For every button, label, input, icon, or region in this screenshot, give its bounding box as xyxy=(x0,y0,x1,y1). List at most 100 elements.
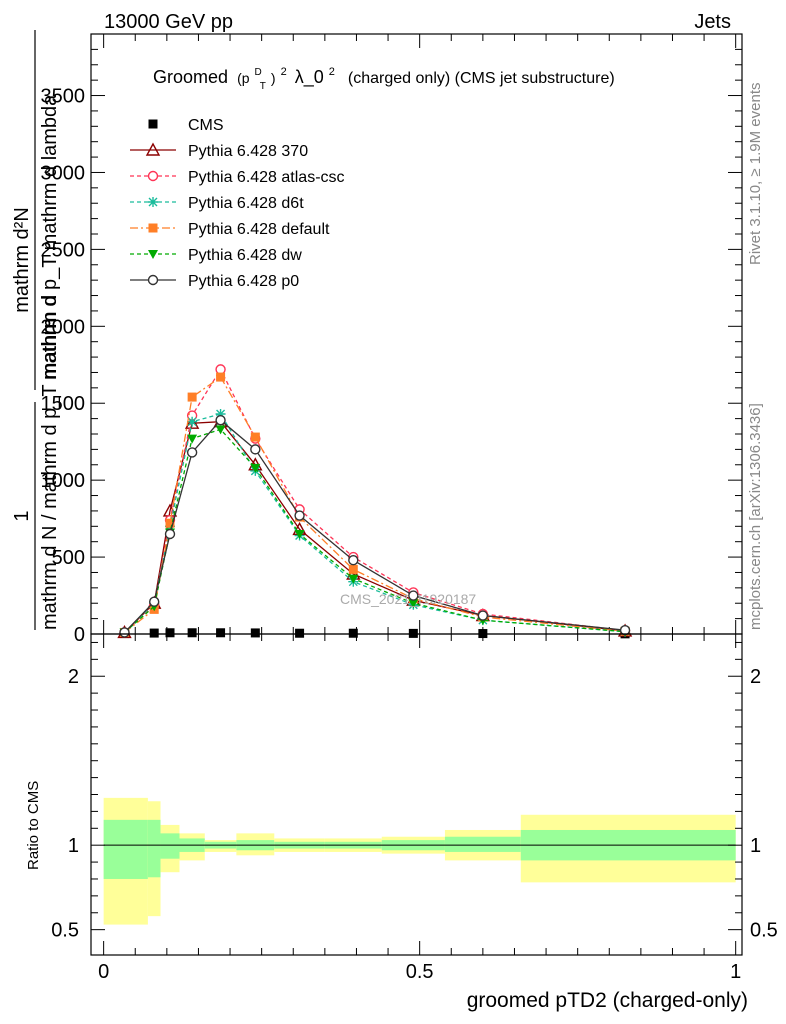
data-point xyxy=(165,628,175,638)
legend-marker xyxy=(148,119,158,129)
data-point xyxy=(250,444,261,455)
data-point xyxy=(216,372,226,382)
title-pt-sub: T xyxy=(260,81,266,92)
main-y-tick-label: 0 xyxy=(74,624,85,646)
data-point xyxy=(149,628,159,638)
legend-marker xyxy=(147,170,159,182)
legend-label: Pythia 6.428 370 xyxy=(188,143,308,160)
data-point xyxy=(348,574,359,584)
data-point xyxy=(250,432,260,442)
title-lambda-sup: 2 xyxy=(329,66,335,78)
data-point xyxy=(215,364,226,375)
main-y-tick-label: 1000 xyxy=(41,470,86,492)
legend-marker xyxy=(145,142,161,156)
legend-entry: Pythia 6.428 dw xyxy=(130,247,302,264)
main-y-axis-label: 1 mathrm d N / mathrm d p_T mathrm d mat… xyxy=(11,30,61,630)
main-series xyxy=(117,364,633,639)
legend-entry: Pythia 6.428 default xyxy=(130,221,330,238)
data-point xyxy=(294,530,305,539)
data-point xyxy=(295,628,305,638)
data-point xyxy=(119,627,130,638)
data-point xyxy=(408,628,418,638)
ratio-bands xyxy=(103,797,736,925)
ratio-y-tick-label-right: 1 xyxy=(750,835,761,857)
legend-label: Pythia 6.428 p0 xyxy=(188,273,299,290)
data-point xyxy=(184,415,200,429)
legend-marker xyxy=(147,274,159,286)
title-pt-sup: D xyxy=(255,67,262,78)
legend-entry: Pythia 6.428 p0 xyxy=(130,273,299,290)
data-point xyxy=(215,425,226,435)
data-point xyxy=(408,599,419,609)
data-point xyxy=(149,596,160,607)
legend-marker xyxy=(148,250,158,259)
energy-label: 13000 GeV pp xyxy=(104,11,233,33)
data-point xyxy=(187,628,197,638)
ylabel-frac-den: mathrm d N / mathrm d p_T mathrm d xyxy=(39,295,61,630)
main-y-tick-label: 500 xyxy=(52,547,85,569)
data-point xyxy=(408,590,419,601)
title-sq: 2 xyxy=(281,66,287,78)
category-label: Jets xyxy=(694,11,731,33)
legend-entry: Pythia 6.428 370 xyxy=(130,142,308,160)
ratio-y-axis-label: Ratio to CMS xyxy=(25,781,42,870)
legend-label: CMS xyxy=(188,117,224,134)
data-point xyxy=(250,628,260,638)
plot-title: Groomed (p D T ) 2 λ_0 2 (charged only) … xyxy=(153,59,615,93)
stat-band xyxy=(160,833,180,859)
legend-label: Pythia 6.428 d6t xyxy=(188,195,304,212)
ratio-y-tick-label: 0.5 xyxy=(51,920,79,942)
rivet-label: Rivet 3.1.10, ≥ 1.9M events xyxy=(747,83,764,266)
ylabel-expr-num: mathrm d²N xyxy=(11,207,33,313)
stat-band xyxy=(444,836,521,852)
ratio-y-tick-label: 1 xyxy=(68,835,79,857)
stat-band xyxy=(103,819,148,879)
ratio-x-tick-label: 1 xyxy=(730,961,741,983)
main-y-tick-label: 3500 xyxy=(41,86,86,108)
legend-marker xyxy=(148,223,158,233)
main-panel: 0 500 1000 1500 2000 2500 3000 3500 xyxy=(41,33,743,646)
data-point xyxy=(215,414,226,426)
data-point xyxy=(187,434,198,444)
data-point xyxy=(250,463,261,473)
title-prefix: Groomed xyxy=(153,67,228,87)
data-point xyxy=(348,564,358,574)
ylabel-expr-den: mathrm d p_T mathrm d lambda xyxy=(39,94,61,380)
data-point xyxy=(186,447,198,458)
mcplots-label: mcplots.cern.ch [arXiv:1306.3436] xyxy=(747,403,764,630)
legend-label: Pythia 6.428 atlas-csc xyxy=(188,169,345,186)
ratio-x-tick-label: 0 xyxy=(98,961,109,983)
data-point xyxy=(477,610,489,621)
legend-label: Pythia 6.428 dw xyxy=(188,247,302,264)
data-point xyxy=(164,528,176,540)
ratio-y-tick-label-right: 2 xyxy=(750,666,761,688)
main-y-tick-label: 2500 xyxy=(41,239,86,261)
ratio-x-tick-label: 0.5 xyxy=(406,961,434,983)
data-point xyxy=(215,409,226,419)
title-suffix: (charged only) (CMS jet substructure) xyxy=(348,70,615,87)
legend-label: Pythia 6.428 default xyxy=(188,221,330,238)
main-y-tick-label: 2000 xyxy=(41,316,86,338)
legend: CMS Pythia 6.428 370 Pythia 6.428 atlas-cs… xyxy=(130,117,345,290)
data-point xyxy=(187,416,198,427)
data-point xyxy=(619,624,631,636)
watermark: CMS_2021_I1920187 xyxy=(340,591,476,607)
data-point xyxy=(216,628,226,638)
main-y-tick-label: 1500 xyxy=(41,393,86,415)
title-pt: (p xyxy=(237,70,250,86)
ratio-panel: 0.5 0.5 1 1 2 2 0 0.5 1 xyxy=(51,633,778,983)
ratio-y-tick-label-right: 0.5 xyxy=(750,920,778,942)
ratio-frame xyxy=(90,633,743,956)
ratio-y-tick-label: 2 xyxy=(68,666,79,688)
legend-entry: Pythia 6.428 atlas-csc xyxy=(130,169,345,186)
series-6 xyxy=(119,414,631,638)
data-point xyxy=(348,628,358,638)
ratio-ticks: 0.5 0.5 1 1 2 2 0 0.5 1 xyxy=(51,634,778,983)
data-point xyxy=(165,518,175,528)
data-point xyxy=(294,510,305,521)
series-0 xyxy=(119,628,630,639)
data-point xyxy=(348,554,359,566)
legend-marker xyxy=(148,197,158,207)
legend-entry: Pythia 6.428 d6t xyxy=(130,195,304,212)
